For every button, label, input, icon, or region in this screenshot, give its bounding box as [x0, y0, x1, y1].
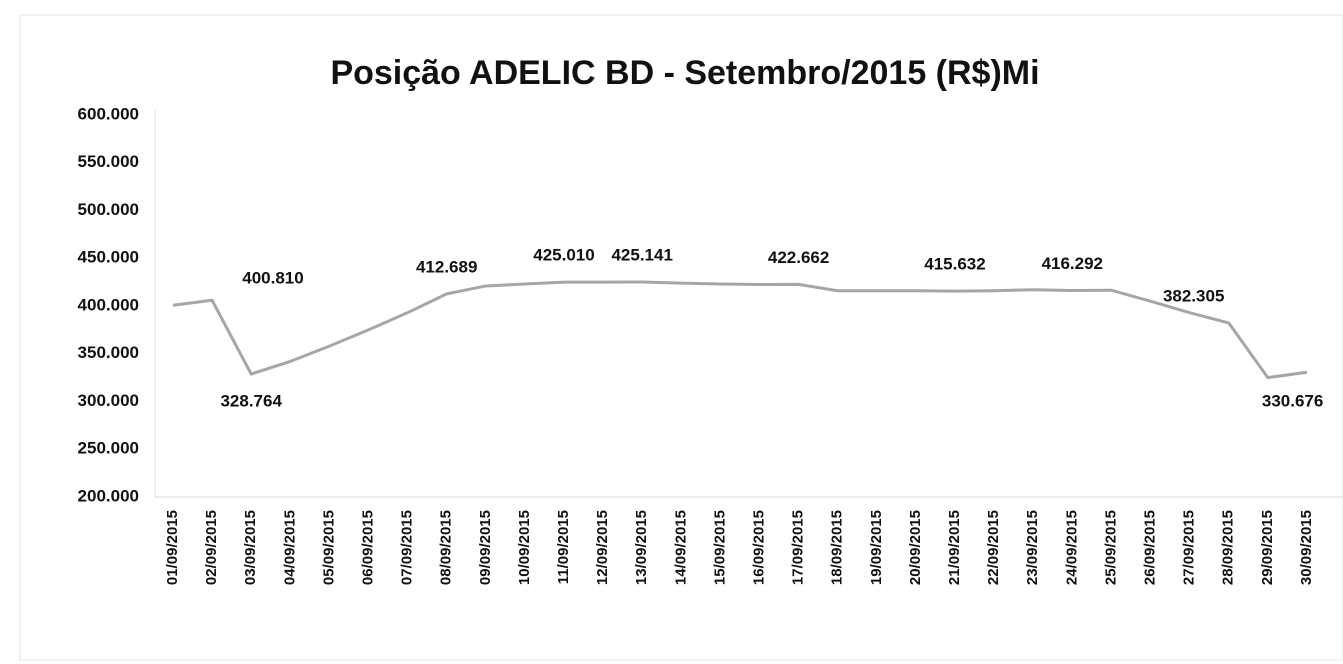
x-tick-label: 02/09/2015 — [203, 510, 220, 585]
data-label: 328.764 — [220, 392, 282, 411]
chart-title: Posição ADELIC BD - Setembro/2015 (R$)Mi — [330, 54, 1039, 92]
x-tick-label: 13/09/2015 — [633, 510, 650, 585]
data-label: 382.305 — [1163, 286, 1224, 305]
data-label: 416.292 — [1042, 254, 1103, 273]
y-tick-label: 450.000 — [78, 248, 139, 267]
x-tick-label: 27/09/2015 — [1181, 510, 1198, 585]
x-tick-label: 14/09/2015 — [672, 510, 689, 585]
x-tick-label: 25/09/2015 — [1102, 510, 1119, 585]
x-tick-label: 09/09/2015 — [477, 510, 494, 585]
x-tick-label: 24/09/2015 — [1063, 510, 1080, 585]
data-label: 425.010 — [533, 246, 594, 265]
x-tick-label: 22/09/2015 — [985, 510, 1002, 585]
x-tick-label: 28/09/2015 — [1220, 510, 1237, 585]
y-tick-label: 550.000 — [78, 152, 139, 171]
data-label: 330.676 — [1262, 392, 1323, 411]
x-tick-label: 06/09/2015 — [359, 510, 376, 585]
x-tick-label: 18/09/2015 — [829, 510, 846, 585]
x-tick-label: 16/09/2015 — [750, 510, 767, 585]
x-tick-label: 01/09/2015 — [164, 510, 181, 585]
x-tick-label: 20/09/2015 — [907, 510, 924, 585]
x-tick-label: 12/09/2015 — [594, 510, 611, 585]
y-tick-label: 200.000 — [78, 486, 139, 505]
y-tick-label: 600.000 — [78, 104, 139, 123]
x-tick-label: 17/09/2015 — [790, 510, 807, 585]
y-tick-label: 500.000 — [78, 200, 139, 219]
data-label: 415.632 — [924, 255, 985, 274]
x-tick-label: 10/09/2015 — [516, 510, 533, 585]
data-label: 400.810 — [242, 269, 303, 288]
chart-frame — [19, 14, 1343, 661]
data-label: 422.662 — [768, 248, 829, 267]
x-tick-label: 11/09/2015 — [555, 510, 572, 584]
data-label: 412.689 — [416, 257, 477, 276]
x-tick-label: 30/09/2015 — [1298, 510, 1315, 585]
x-tick-label: 19/09/2015 — [868, 510, 885, 585]
y-tick-label: 400.000 — [78, 295, 139, 314]
data-label: 425.141 — [611, 245, 672, 264]
y-tick-label: 300.000 — [78, 391, 139, 410]
x-tick-label: 03/09/2015 — [242, 510, 259, 585]
x-tick-label: 29/09/2015 — [1259, 510, 1276, 585]
y-tick-label: 250.000 — [78, 439, 139, 458]
x-tick-label: 15/09/2015 — [711, 510, 728, 585]
x-tick-label: 04/09/2015 — [281, 510, 298, 585]
line-series — [172, 280, 1308, 380]
x-tick-label: 08/09/2015 — [438, 510, 455, 585]
x-tick-label: 26/09/2015 — [1141, 510, 1158, 585]
x-tick-label: 21/09/2015 — [946, 510, 963, 585]
x-tick-label: 23/09/2015 — [1024, 510, 1041, 585]
y-tick-label: 350.000 — [78, 343, 139, 362]
x-tick-label: 05/09/2015 — [320, 510, 337, 585]
x-tick-label: 07/09/2015 — [399, 510, 416, 585]
